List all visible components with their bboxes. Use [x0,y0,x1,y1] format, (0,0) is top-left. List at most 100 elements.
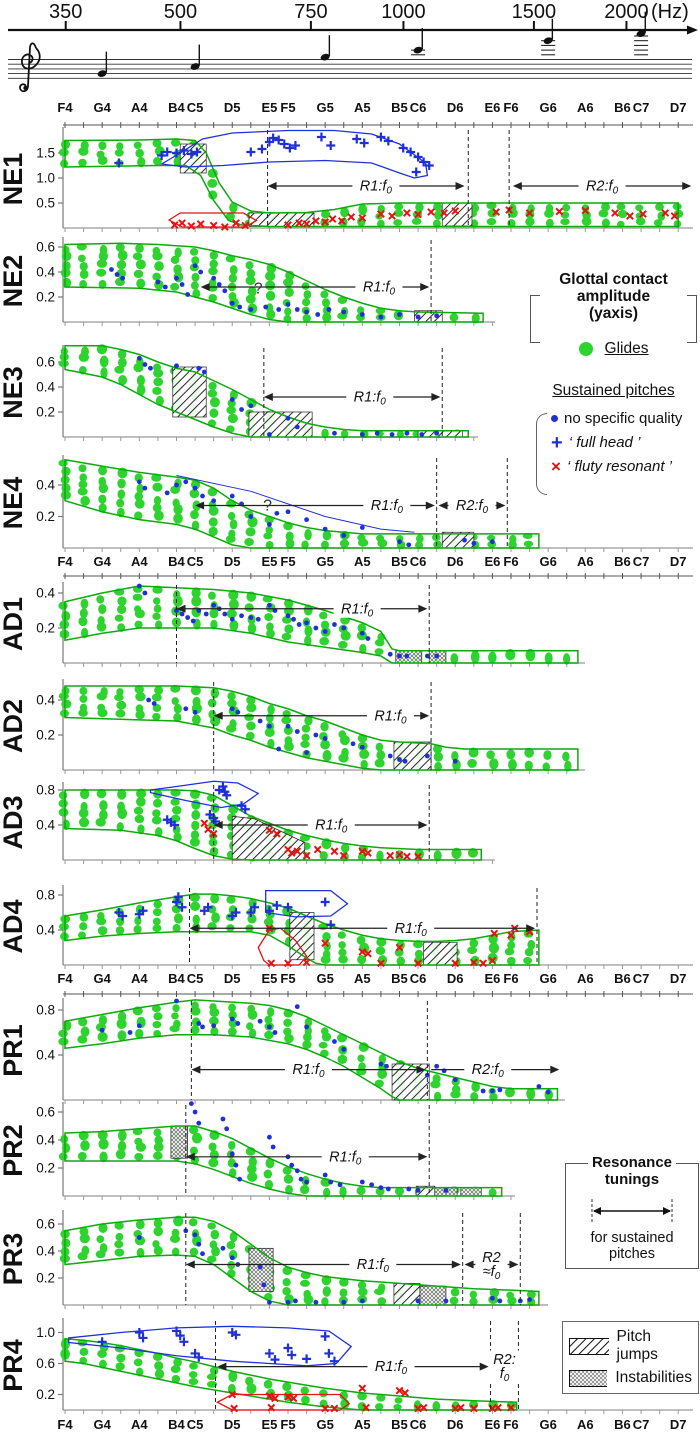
range-label: R1:f0 [375,1359,408,1377]
svg-text:F6: F6 [503,1417,518,1432]
panel-label: AD1 [0,597,28,651]
svg-text:E6: E6 [484,1417,500,1432]
svg-text:G4: G4 [93,100,111,115]
svg-text:0.4: 0.4 [36,380,55,395]
svg-text:B4: B4 [168,971,185,986]
svg-text:C6: C6 [410,971,427,986]
svg-text:0.2: 0.2 [36,1271,55,1286]
svg-text:A4: A4 [131,554,148,569]
range-label: R1:f0 [395,921,428,939]
svg-text:C7: C7 [633,100,650,115]
svg-text:0.2: 0.2 [36,1161,55,1176]
note-head-G5 [320,53,330,61]
svg-text:B4: B4 [168,554,185,569]
svg-text:B4: B4 [168,1417,185,1432]
legend-amplitude-title: Glottal contact amplitude (yaxis) [527,271,700,322]
legend-glottal-amplitude: Glottal contact amplitude (yaxis) Glides… [527,271,700,496]
svg-text:B6: B6 [614,100,631,115]
legend-title-line2: amplitude [576,288,651,306]
svg-text:A6: A6 [577,1417,594,1432]
svg-text:F4: F4 [57,554,73,569]
glides-label: Glides [604,340,649,358]
svg-text:B6: B6 [614,1417,631,1432]
svg-text:0.4: 0.4 [36,586,55,601]
svg-text:1.5: 1.5 [36,146,55,161]
svg-text:0.8: 0.8 [36,783,55,798]
panel-label: AD2 [0,699,28,753]
svg-text:A6: A6 [577,100,594,115]
svg-text:0.2: 0.2 [36,290,55,305]
panel-label: PR1 [0,1024,28,1077]
glide-envelope [64,893,540,966]
svg-text:0.8: 0.8 [36,888,55,903]
svg-text:B5: B5 [391,554,408,569]
range-label: R1:f0 [354,390,387,408]
note-head-C7 [636,30,646,38]
svg-text:0.6: 0.6 [36,355,55,370]
blue-dot-icon [551,415,558,423]
fluty-outline [167,212,258,228]
range-label: ≈f0 [483,1264,501,1282]
svg-text:E5: E5 [261,554,277,569]
blue-plus-icon: + [551,431,563,454]
svg-text:0.4: 0.4 [36,1244,55,1259]
svg-text:G4: G4 [93,1417,111,1432]
range-label: R1:f0 [292,1062,325,1080]
legend-sustained-items: no specific quality + ‘ full head ’ × ‘ … [527,410,700,496]
panel-PR3: 0.6 0.4 0.2 R1:f0 R2≈f0 PR3 [0,1210,548,1309]
svg-text:A5: A5 [354,100,371,115]
svg-text:?: ? [263,497,272,514]
svg-text:D6: D6 [447,1417,464,1432]
svg-text:E5: E5 [261,1417,277,1432]
instabilities-label: Instabilities [615,1369,692,1386]
full-head-outline [265,889,349,918]
svg-text:A5: A5 [354,1417,371,1432]
panel-label: NE3 [0,366,28,419]
red-x-icon: × [551,456,561,476]
svg-text:B5: B5 [391,100,408,115]
glide-envelope [64,1337,518,1411]
fluty-resonant-label: ‘ fluty resonant ’ [566,458,672,476]
svg-text:0.8: 0.8 [36,1003,55,1018]
legend-item-no-quality: no specific quality [551,410,700,427]
svg-text:D7: D7 [670,554,687,569]
legend-item-fluty: × ‘ fluty resonant ’ [551,456,700,476]
range-label: R2: [493,1352,516,1368]
range-label: R1:f0 [374,708,407,726]
range-label: R1:f0 [341,601,374,619]
panel-PR2: 0.6 0.4 0.2 R1:f0 PR2 [0,1101,515,1200]
svg-text:D7: D7 [670,1417,687,1432]
svg-text:G5: G5 [316,971,333,986]
range-label: R2:f0 [586,179,619,197]
glide-blobs [60,243,480,324]
svg-text:B6: B6 [614,971,631,986]
svg-text:G4: G4 [93,971,111,986]
svg-text:B5: B5 [391,1417,408,1432]
panel-label: PR3 [0,1233,28,1286]
svg-text:B4: B4 [168,100,185,115]
svg-text:1.0: 1.0 [36,1325,55,1340]
panel-label: AD4 [0,899,28,953]
svg-text:A5: A5 [354,554,371,569]
note-axis-mid1: F4 G4 A4 B4 C5 D5 E5 F5 G5 A5 B5 C6 D6 E6 F6 G6 A6 B6 C7 D7 [57,554,693,579]
panel-PR4: 1.0 0.6 0.2 R1:f0 R2:f0 PR4 [0,1318,693,1414]
glide-envelope [64,345,470,438]
svg-text:F6: F6 [503,971,518,986]
svg-text:E5: E5 [261,100,277,115]
svg-text:0.4: 0.4 [36,923,55,938]
note-axis-top: F4 G4 A4 B4 C5 D5 E5 F5 G5 A5 B5 C6 D6 E6 F6 G6 A6 B6 C7 D7 [57,100,693,128]
svg-text:D5: D5 [224,971,241,986]
svg-text:C6: C6 [410,554,427,569]
fluty-outline [257,927,308,966]
glide-envelope [64,789,483,861]
svg-text:(Hz): (Hz) [651,1,689,23]
svg-text:350: 350 [49,1,82,23]
legend-item-full-head: + ‘ full head ’ [551,431,700,454]
svg-text:0.4: 0.4 [36,818,55,833]
glide-envelope [64,242,484,323]
range-label: R2 [482,1250,501,1266]
svg-text:0.2: 0.2 [36,1387,55,1402]
glide-envelope [64,999,559,1101]
